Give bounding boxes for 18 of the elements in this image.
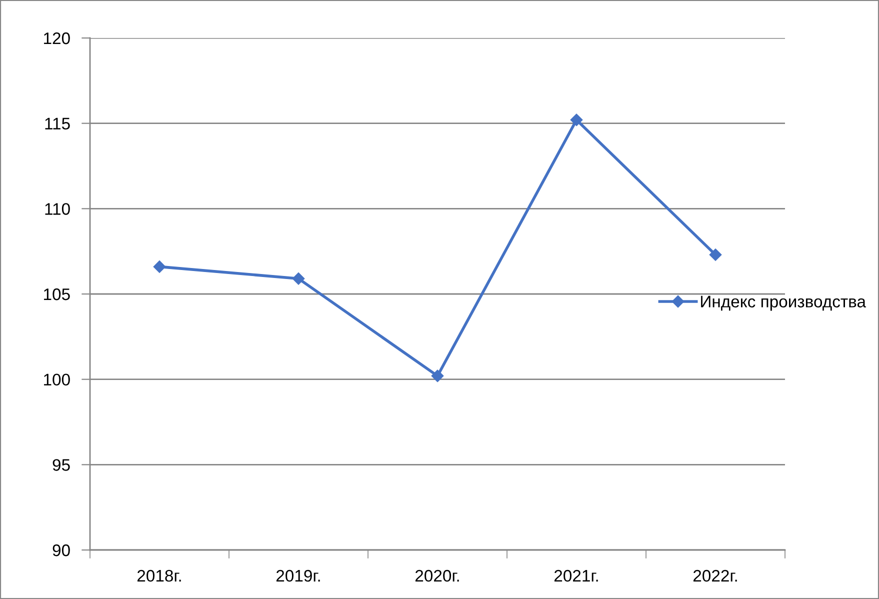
x-tick-label: 2021г. (554, 570, 598, 582)
y-tick-label: 120 (44, 32, 70, 44)
y-tick-label: 115 (45, 118, 70, 130)
x-tick-label: 2022г. (693, 570, 737, 582)
point (292, 272, 305, 285)
y-tick-label: 95 (52, 459, 70, 471)
point (570, 114, 583, 126)
y-tick-label: 105 (44, 288, 70, 300)
point (431, 370, 444, 382)
point (153, 260, 166, 273)
y-tick-label: 100 (44, 374, 70, 386)
point (709, 248, 722, 261)
y-tick-label: 110 (45, 203, 70, 215)
x-tick-label: 2018г. (137, 570, 181, 582)
legend-label: Индекс производства (701, 296, 866, 311)
x-tick-label: 2020г. (415, 570, 459, 582)
y-tick-label: 90 (52, 544, 70, 556)
x-tick-label: 2019г. (276, 570, 320, 582)
